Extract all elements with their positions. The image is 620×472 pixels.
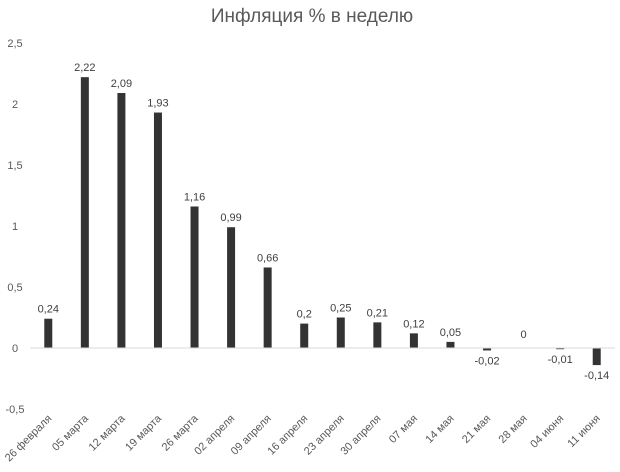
chart-title: Инфляция % в неделю — [211, 6, 413, 27]
bar — [592, 348, 601, 366]
data-label: 2,22 — [74, 62, 95, 74]
y-axis: 2,5 2 1,5 1 0,5 0 -0,5 — [6, 38, 25, 416]
bar — [227, 227, 236, 348]
data-label: 0,12 — [403, 318, 424, 330]
data-label: -0,02 — [474, 355, 499, 367]
x-tick-label: 14 мая — [423, 413, 456, 446]
x-tick-label: 12 марта — [87, 412, 129, 454]
x-tick-label: 11 июня — [565, 413, 602, 450]
bar — [300, 323, 309, 348]
y-tick-label: 0 — [12, 343, 18, 355]
x-tick-label: 26 февраля — [3, 413, 55, 465]
x-tick-label: 21 мая — [460, 413, 493, 446]
x-tick-label: 28 мая — [497, 413, 530, 446]
data-label: 0,2 — [297, 309, 312, 321]
bar — [446, 341, 455, 348]
x-tick-label: 05 марта — [50, 412, 92, 454]
bar — [556, 348, 565, 350]
bar — [190, 206, 199, 348]
bar — [153, 112, 162, 348]
y-tick-label: 1,5 — [7, 160, 22, 172]
bar — [336, 317, 345, 348]
y-tick-label: 2,5 — [7, 38, 22, 50]
bar — [483, 348, 492, 351]
y-tick-label: 2 — [12, 99, 18, 111]
data-label: 0,66 — [257, 252, 278, 264]
data-label: 2,09 — [111, 78, 132, 90]
y-tick-label: 1 — [12, 221, 18, 233]
x-tick-label: 30 апреля — [338, 413, 383, 458]
data-label: 0,05 — [440, 327, 461, 339]
data-label: 0,25 — [330, 303, 351, 315]
bar — [409, 333, 418, 348]
bars — [44, 77, 601, 366]
x-tick-label: 04 июня — [528, 413, 566, 451]
bar — [44, 318, 53, 348]
data-label: -0,01 — [548, 354, 573, 366]
bar — [263, 267, 272, 348]
data-labels: 0,24 2,22 2,09 1,93 1,16 0,99 0,66 0,2 0,25 0,21 0… — [38, 62, 610, 382]
bar — [117, 93, 126, 349]
bar — [80, 77, 89, 348]
data-label: 0 — [521, 329, 527, 341]
data-label: 0,99 — [220, 212, 241, 224]
data-label: 1,93 — [147, 98, 168, 110]
data-label: 0,21 — [367, 307, 388, 319]
x-tick-label: 07 мая — [387, 413, 420, 446]
bar — [373, 322, 382, 348]
data-label: 0,24 — [38, 304, 59, 316]
y-tick-label: -0,5 — [6, 404, 25, 416]
data-label: -0,14 — [584, 370, 609, 382]
y-tick-label: 0,5 — [7, 282, 22, 294]
x-tick-label: 19 марта — [123, 412, 165, 454]
data-label: 1,16 — [184, 191, 205, 203]
